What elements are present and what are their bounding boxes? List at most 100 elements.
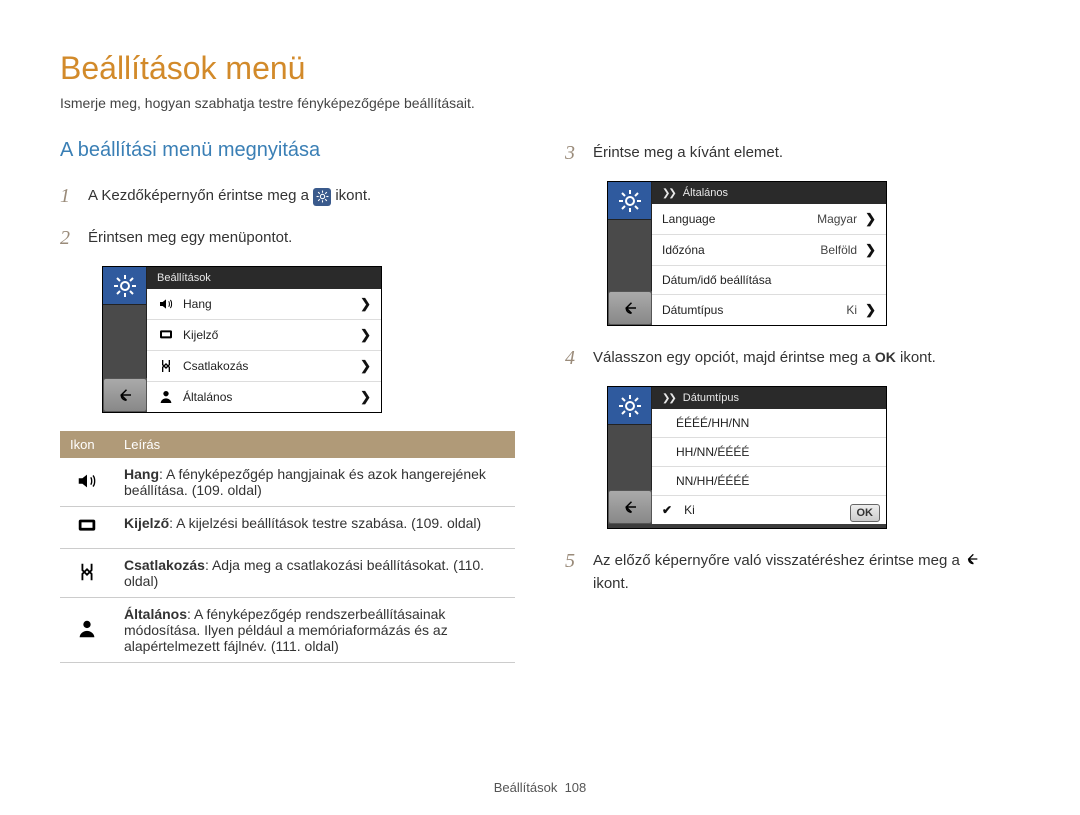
item-label: Időzóna xyxy=(662,243,812,257)
row-bold: Kijelző xyxy=(124,515,169,531)
settings-panel: Beállítások Hang ❯ Kijelző ❯ Csatlakozás ❯ … xyxy=(102,266,382,413)
row-bold: Általános xyxy=(124,606,187,622)
connect-icon xyxy=(157,358,175,374)
display-icon xyxy=(60,507,114,549)
item-label: NN/HH/ÉÉÉÉ xyxy=(676,474,876,488)
chevron-icon: ❯ xyxy=(865,242,876,258)
settings-list: Hang ❯ Kijelző ❯ Csatlakozás ❯ Általános ❯ xyxy=(147,289,381,412)
panel-header: Dátumtípus xyxy=(652,387,886,409)
back-button[interactable] xyxy=(608,490,652,524)
step-pre: Válasszon egy opciót, majd érintse meg a xyxy=(593,349,875,366)
item-value: Belföld xyxy=(820,243,857,257)
item-label: Dátumtípus xyxy=(662,303,838,317)
item-label: Kijelző xyxy=(183,328,352,342)
panel-header: Beállítások xyxy=(147,267,381,289)
page-footer: Beállítások 108 xyxy=(0,780,1080,795)
sound-icon xyxy=(60,458,114,507)
row-text: : A fényképezőgép hangjainak és azok han… xyxy=(124,466,486,498)
step-1: 1 A Kezdőképernyőn érintse meg a ikont. xyxy=(60,182,515,210)
item-label: ÉÉÉÉ/HH/NN xyxy=(676,416,876,430)
list-item[interactable]: Általános ❯ xyxy=(147,382,381,412)
item-label: Hang xyxy=(183,297,352,311)
gear-icon xyxy=(313,188,331,206)
th-desc: Leírás xyxy=(114,431,515,458)
list-item[interactable]: Kijelző ❯ xyxy=(147,320,381,351)
step-text: Válasszon egy opciót, majd érintse meg a… xyxy=(593,344,1020,372)
item-label: Ki xyxy=(684,503,876,517)
step-2: 2 Érintsen meg egy menüpontot. xyxy=(60,224,515,252)
item-value: Ki xyxy=(846,303,857,317)
item-label: Általános xyxy=(183,390,352,404)
list-item[interactable]: Hang ❯ xyxy=(147,289,381,320)
gear-icon[interactable] xyxy=(103,267,147,305)
step-text: Érintsen meg egy menüpontot. xyxy=(88,224,515,252)
step-5: 5 Az előző képernyőre való visszatéréshe… xyxy=(565,547,1020,594)
ok-button[interactable]: OK xyxy=(850,504,881,522)
page-subtitle: Ismerje meg, hogyan szabhatja testre fén… xyxy=(60,95,1020,111)
panel-sidebar xyxy=(103,267,147,412)
panel-sidebar xyxy=(608,182,652,325)
ok-icon: OK xyxy=(875,349,896,365)
step-text: Érintse meg a kívánt elemet. xyxy=(593,139,1020,167)
list-item[interactable]: HH/NN/ÉÉÉÉ xyxy=(652,438,886,467)
panel-header: Általános xyxy=(652,182,886,204)
general-icon xyxy=(157,389,175,405)
step-text: Az előző képernyőre való visszatéréshez … xyxy=(593,547,1020,594)
table-row: Csatlakozás: Adja meg a csatlakozási beá… xyxy=(60,549,515,598)
item-label: Language xyxy=(662,212,809,226)
item-label: Csatlakozás xyxy=(183,359,352,373)
step-number: 4 xyxy=(565,344,583,372)
section-title: A beállítási menü megnyitása xyxy=(60,139,515,162)
datetype-panel: Dátumtípus ÉÉÉÉ/HH/NN HH/NN/ÉÉÉÉ NN/HH/É… xyxy=(607,386,887,529)
row-bold: Hang xyxy=(124,466,159,482)
chevron-icon: ❯ xyxy=(360,296,371,312)
chevron-icon: ❯ xyxy=(360,389,371,405)
list-item[interactable]: ÉÉÉÉ/HH/NN xyxy=(652,409,886,438)
item-label: Dátum/idő beállítása xyxy=(662,273,876,287)
chevron-icon: ❯ xyxy=(360,327,371,343)
gear-icon[interactable] xyxy=(608,182,652,220)
footer-label: Beállítások xyxy=(494,780,558,795)
general-icon xyxy=(60,598,114,663)
connect-icon xyxy=(60,549,114,598)
page-title: Beállítások menü xyxy=(60,50,1020,87)
chevron-icon: ❯ xyxy=(360,358,371,374)
sound-icon xyxy=(157,296,175,312)
step-4: 4 Válasszon egy opciót, majd érintse meg… xyxy=(565,344,1020,372)
description-table: Ikon Leírás Hang: A fényképezőgép hangja… xyxy=(60,431,515,663)
step-post: ikont. xyxy=(900,349,936,366)
panel-sidebar xyxy=(608,387,652,524)
step-3: 3 Érintse meg a kívánt elemet. xyxy=(565,139,1020,167)
step-number: 5 xyxy=(565,547,583,594)
step-pre: Az előző képernyőre való visszatéréshez … xyxy=(593,552,964,569)
list-item[interactable]: LanguageMagyar❯ xyxy=(652,204,886,235)
gear-icon[interactable] xyxy=(608,387,652,425)
back-icon xyxy=(964,551,980,573)
step-text: A Kezdőképernyőn érintse meg a ikont. xyxy=(88,182,515,210)
table-row: Általános: A fényképezőgép rendszerbeáll… xyxy=(60,598,515,663)
list-item[interactable]: Dátum/idő beállítása xyxy=(652,266,886,295)
item-label: HH/NN/ÉÉÉÉ xyxy=(676,445,876,459)
step-post: ikont. xyxy=(335,187,371,204)
list-item[interactable]: Időzóna Belföld ❯ xyxy=(652,235,886,266)
row-text: : A kijelzési beállítások testre szabása… xyxy=(169,515,481,531)
chevron-icon: ❯ xyxy=(865,302,876,318)
footer-page: 108 xyxy=(565,780,587,795)
step-pre: A Kezdőképernyőn érintse meg a xyxy=(88,187,313,204)
back-button[interactable] xyxy=(103,378,147,412)
step-number: 3 xyxy=(565,139,583,167)
display-icon xyxy=(157,327,175,343)
step-post: ikont. xyxy=(593,575,629,592)
row-bold: Csatlakozás xyxy=(124,557,205,573)
check-icon: ✔ xyxy=(662,503,672,517)
step-number: 1 xyxy=(60,182,78,210)
general-panel: Általános Language Magyar ❯ Időzóna Belföld… xyxy=(607,181,887,326)
list-item[interactable]: Csatlakozás ❯ xyxy=(147,351,381,382)
th-icon: Ikon xyxy=(60,431,114,458)
list-item[interactable]: NN/HH/ÉÉÉÉ xyxy=(652,467,886,496)
left-column: A beállítási menü megnyitása 1 A Kezdőké… xyxy=(60,139,515,663)
right-column: 3 Érintse meg a kívánt elemet. Általános… xyxy=(565,139,1020,663)
list-item[interactable]: Dátumtípus Ki ❯ xyxy=(652,295,886,325)
item-value: Magyar xyxy=(817,212,857,226)
back-button[interactable] xyxy=(608,291,652,325)
